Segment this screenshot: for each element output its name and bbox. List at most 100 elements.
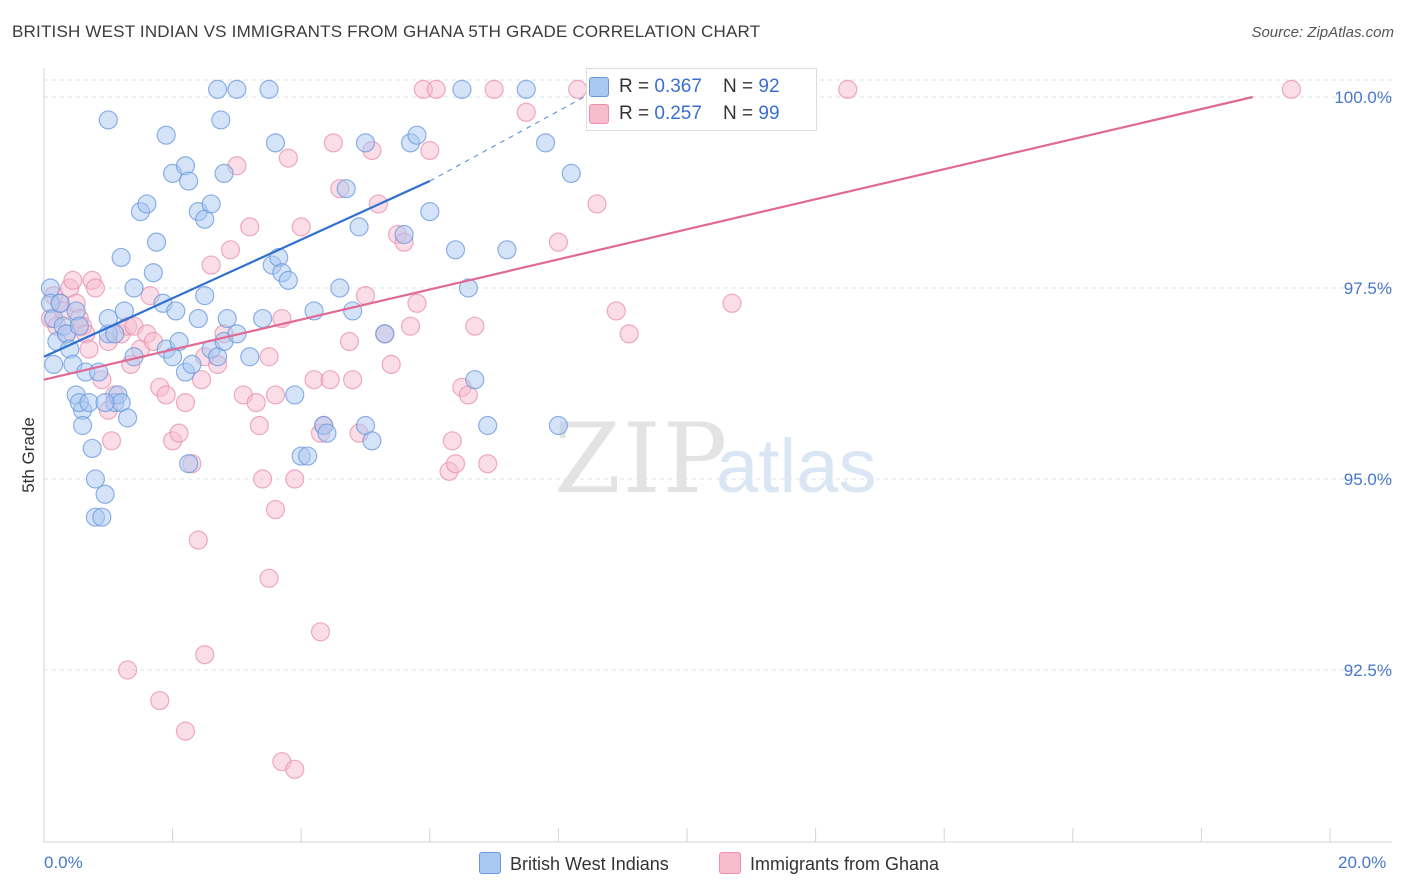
data-point (69, 316, 89, 336)
watermark-zip: ZIP (554, 403, 729, 515)
trend-lines (43, 95, 1254, 381)
data-point (330, 278, 350, 298)
data-point (375, 324, 395, 344)
data-point (82, 438, 102, 459)
data-point (201, 194, 221, 214)
data-point (146, 232, 167, 252)
data-point (179, 171, 199, 191)
data-point (98, 110, 118, 130)
data-point (442, 431, 462, 451)
data-point (285, 385, 305, 405)
y-tick-label: 100.0% (1334, 88, 1392, 107)
data-point (535, 133, 556, 153)
watermark: ZIP atlas (554, 403, 877, 515)
data-point (79, 393, 99, 413)
data-point (445, 454, 466, 474)
data-point (452, 79, 472, 99)
data-point (497, 240, 517, 260)
data-point (111, 247, 131, 268)
data-point (619, 324, 639, 344)
data-point (722, 293, 742, 313)
data-point (310, 622, 331, 642)
bottom-legend-label-ghana: Immigrants from Ghana (750, 854, 940, 874)
data-point (278, 270, 298, 290)
data-point (265, 499, 286, 520)
legend-n-value: 99 (758, 103, 780, 124)
data-point (143, 263, 163, 283)
data-point (568, 79, 588, 99)
data-point (188, 308, 208, 329)
legend-r-label: R = (619, 103, 655, 124)
data-point (195, 645, 215, 665)
bottom-legend-swatch-ghana (719, 852, 741, 874)
data-point (253, 308, 273, 329)
data-point (381, 354, 401, 374)
data-point (548, 232, 569, 252)
y-tick-label: 97.5% (1344, 279, 1392, 298)
data-point (150, 690, 170, 711)
bottom-legend-ghana: Immigrants from Ghana (719, 852, 939, 875)
chart-source: Source: ZipAtlas.com (1251, 24, 1394, 41)
data-point (343, 370, 363, 390)
data-point (516, 79, 536, 99)
data-point (95, 393, 115, 413)
data-point (336, 179, 356, 199)
legend-swatch-bwi (589, 77, 609, 97)
data-point (265, 385, 286, 405)
data-point (355, 133, 376, 153)
legend-r-value: 0.257 (654, 103, 702, 124)
data-point (407, 125, 427, 145)
watermark-atlas: atlas (716, 424, 877, 509)
grid (44, 79, 1392, 671)
legend-swatch-ghana (589, 104, 609, 124)
data-point (458, 278, 478, 298)
bottom-legend-label-bwi: British West Indians (510, 854, 669, 874)
data-point (426, 79, 446, 99)
data-point (407, 293, 427, 313)
data-point (175, 393, 196, 413)
data-point (478, 415, 498, 436)
data-point (1281, 79, 1302, 99)
x-tick-left: 0.0% (44, 853, 83, 872)
data-point (265, 133, 286, 153)
legend-n-value: 92 (758, 76, 780, 97)
data-point (317, 423, 337, 443)
data-point (298, 446, 318, 466)
data-point (156, 125, 176, 145)
data-point (156, 385, 176, 405)
data-point (246, 393, 266, 413)
y-axis-label: 5th Grade (19, 417, 38, 493)
data-point (465, 370, 485, 390)
data-point (240, 217, 260, 237)
legend-r-label: R = (619, 76, 655, 97)
data-point (304, 370, 324, 390)
bottom-legend-bwi: British West Indians (479, 852, 669, 875)
data-point (259, 347, 279, 367)
data-point (63, 270, 83, 290)
data-point (420, 202, 440, 222)
data-point (838, 79, 858, 99)
axes (43, 68, 1392, 843)
data-point (79, 339, 99, 359)
data-point (259, 568, 279, 588)
data-point (548, 415, 569, 436)
data-point (343, 301, 363, 321)
data-point (124, 278, 144, 298)
data-point (72, 415, 93, 436)
data-point (516, 102, 536, 122)
x-tick-right: 20.0% (1338, 853, 1387, 872)
data-point (214, 163, 234, 183)
trend-line-ghana (43, 95, 1254, 381)
data-point (606, 301, 626, 321)
data-point (587, 194, 607, 214)
stats-legend: R = 0.367 N = 92 R = 0.257 N = 99 (586, 68, 817, 131)
data-point (339, 331, 360, 352)
data-point (44, 354, 64, 374)
data-point (561, 163, 581, 183)
data-point (484, 79, 504, 99)
y-tick-label: 92.5% (1344, 661, 1392, 680)
legend-n-label: N = (723, 76, 759, 97)
trend-line-bwi (43, 180, 431, 358)
bottom-legend-swatch-bwi (479, 852, 501, 874)
